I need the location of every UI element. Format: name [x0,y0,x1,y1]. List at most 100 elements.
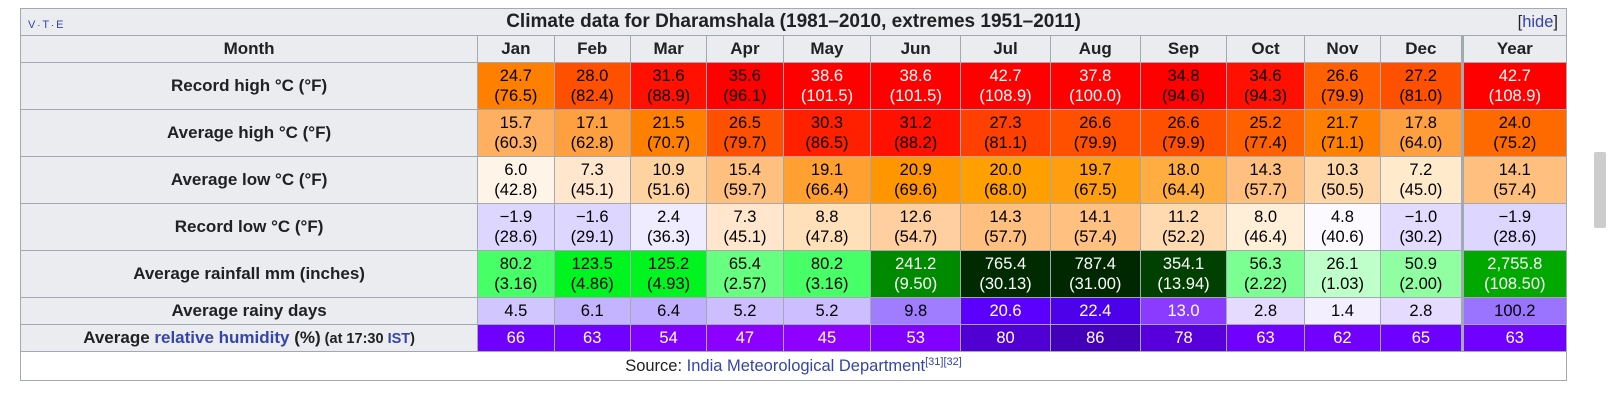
month-header-mar: Mar [629,35,708,63]
cell-value: 50.9 [1404,255,1437,273]
cell-value-fahrenheit: (57.7) [983,228,1028,246]
table-cell: 14.1 (57.4) [1049,203,1141,251]
cell-value-fahrenheit: (67.5) [1073,181,1117,199]
table-cell: 56.3 (2.22) [1226,250,1305,298]
view-link[interactable]: V [28,19,36,31]
cell-value: 9.8 [904,302,928,320]
cell-value-fahrenheit: (2.57) [723,275,767,293]
table-cell: 24.0 (75.2) [1460,109,1568,157]
cell-value: 14.1 [1498,161,1531,179]
cell-value: 2,755.8 [1487,255,1543,273]
table-cell: 42.7 (108.9) [1460,62,1568,110]
scrollbar-thumb[interactable] [1594,152,1606,228]
cell-value: 100.2 [1494,302,1536,320]
cell-value: 6.4 [657,302,681,320]
cell-value-fahrenheit: (108.50) [1484,275,1546,293]
table-row: Average rainfall mm (inches) 80.2 (3.16) 12… [19,250,1568,298]
cell-value: 34.8 [1167,67,1200,85]
cell-value: 4.5 [504,302,528,320]
table-row: Record high °C (°F) 24.7 (76.5) 28.0 (82.4) 3… [19,62,1568,110]
cell-value-fahrenheit: (30.2) [1399,228,1443,246]
cell-value: 20.6 [989,302,1022,320]
cell-value: 65 [1411,329,1431,347]
table-cell: 14.3 (57.7) [960,203,1051,251]
table-cell: −1.9 (28.6) [477,203,555,251]
humidity-label-link[interactable]: relative humidity [154,327,290,347]
edit-link[interactable]: E [56,19,64,31]
table-cell: 80 [960,324,1051,352]
table-cell: 54 [629,324,708,352]
cell-value: 22.4 [1079,302,1112,320]
table-cell: 18.0 (64.4) [1139,156,1228,204]
climate-table: V · T · E Climate data for Dharamshala (1981… [19,8,1568,381]
humidity-label-small: (at 17:30 [320,330,388,347]
table-cell: 42.7 (108.9) [960,62,1051,110]
table-cell: −1.9 (28.6) [1460,203,1568,251]
cell-value: 19.1 [810,161,844,179]
table-cell: 11.2 (52.2) [1139,203,1228,251]
humidity-label-small-link[interactable]: IST [387,330,411,347]
cell-value: 4.8 [1330,208,1354,226]
cell-value-fahrenheit: (45.1) [723,228,767,246]
cell-value: 62 [1333,329,1352,347]
climate-table-wrapper: V · T · E Climate data for Dharamshala (1981… [19,8,1568,381]
hide-link[interactable]: hide [1522,13,1554,31]
cell-value-fahrenheit: (2.22) [1244,275,1288,293]
cell-value: 65.4 [728,255,761,273]
month-header-oct: Oct [1226,35,1305,63]
table-cell: 2.4 (36.3) [629,203,708,251]
table-cell: 19.7 (67.5) [1049,156,1141,204]
table-cell: 63 [1226,324,1305,352]
table-row: Average relative humidity (%) (at 17:30 … [19,324,1568,352]
cell-value-fahrenheit: (31.00) [1069,275,1122,293]
talk-link[interactable]: T [42,19,50,31]
month-header-apr: Apr [706,35,784,63]
table-cell: 10.3 (50.5) [1303,156,1382,204]
cell-value: 20.0 [989,161,1022,179]
source-link[interactable]: India Meteorological Department [686,357,926,375]
cell-value: 7.3 [733,208,757,226]
table-cell: 20.0 (68.0) [960,156,1051,204]
cell-value: 18.0 [1167,161,1200,179]
table-cell: 28.0 (82.4) [553,62,631,110]
cell-value-fahrenheit: (59.7) [723,181,767,199]
cell-value: 26.1 [1326,255,1359,273]
cell-value-fahrenheit: (86.5) [805,134,849,152]
cell-value: 14.1 [1079,208,1112,226]
table-cell: 65 [1380,324,1463,352]
cell-value: 27.2 [1404,67,1437,85]
cell-value-fahrenheit: (3.16) [805,275,849,293]
table-title: Climate data for Dharamshala (1981–2010,… [506,11,1081,32]
table-cell: 123.5 (4.86) [553,250,631,298]
cell-value: 5.2 [733,302,757,320]
source-refs[interactable]: [31][32] [925,356,962,368]
table-cell: 8.0 (46.4) [1226,203,1305,251]
cell-value-fahrenheit: (46.4) [1244,228,1288,246]
month-header: Month [19,35,479,63]
cell-value: 26.6 [1326,67,1359,85]
table-cell: 37.8 (100.0) [1049,62,1141,110]
cell-value-fahrenheit: (79.9) [1161,134,1206,152]
cell-value: 6.1 [580,302,604,320]
cell-value-fahrenheit: (75.2) [1493,134,1537,152]
table-cell: 6.1 [553,297,631,325]
cell-value: 86 [1086,329,1105,347]
table-cell: 17.1 (62.8) [553,109,631,157]
cell-value: 1.4 [1330,302,1354,320]
table-cell: 4.5 [477,297,555,325]
cell-value-fahrenheit: (94.3) [1244,87,1288,105]
table-cell: 35.6 (96.1) [706,62,784,110]
table-cell: 34.8 (94.6) [1139,62,1228,110]
cell-value: 765.4 [984,255,1027,273]
cell-value: 20.9 [899,161,932,179]
cell-value: 7.3 [580,161,604,179]
cell-value-fahrenheit: (71.1) [1320,134,1364,152]
table-cell: 17.8 (64.0) [1380,109,1463,157]
cell-value: 66 [506,329,526,347]
table-cell: 20.9 (69.6) [870,156,962,204]
vte-separator: · [37,20,41,30]
table-cell: 86 [1049,324,1141,352]
table-cell: 354.1 (13.94) [1139,250,1228,298]
cell-value: 34.6 [1249,67,1282,85]
table-cell: 8.8 (47.8) [782,203,872,251]
